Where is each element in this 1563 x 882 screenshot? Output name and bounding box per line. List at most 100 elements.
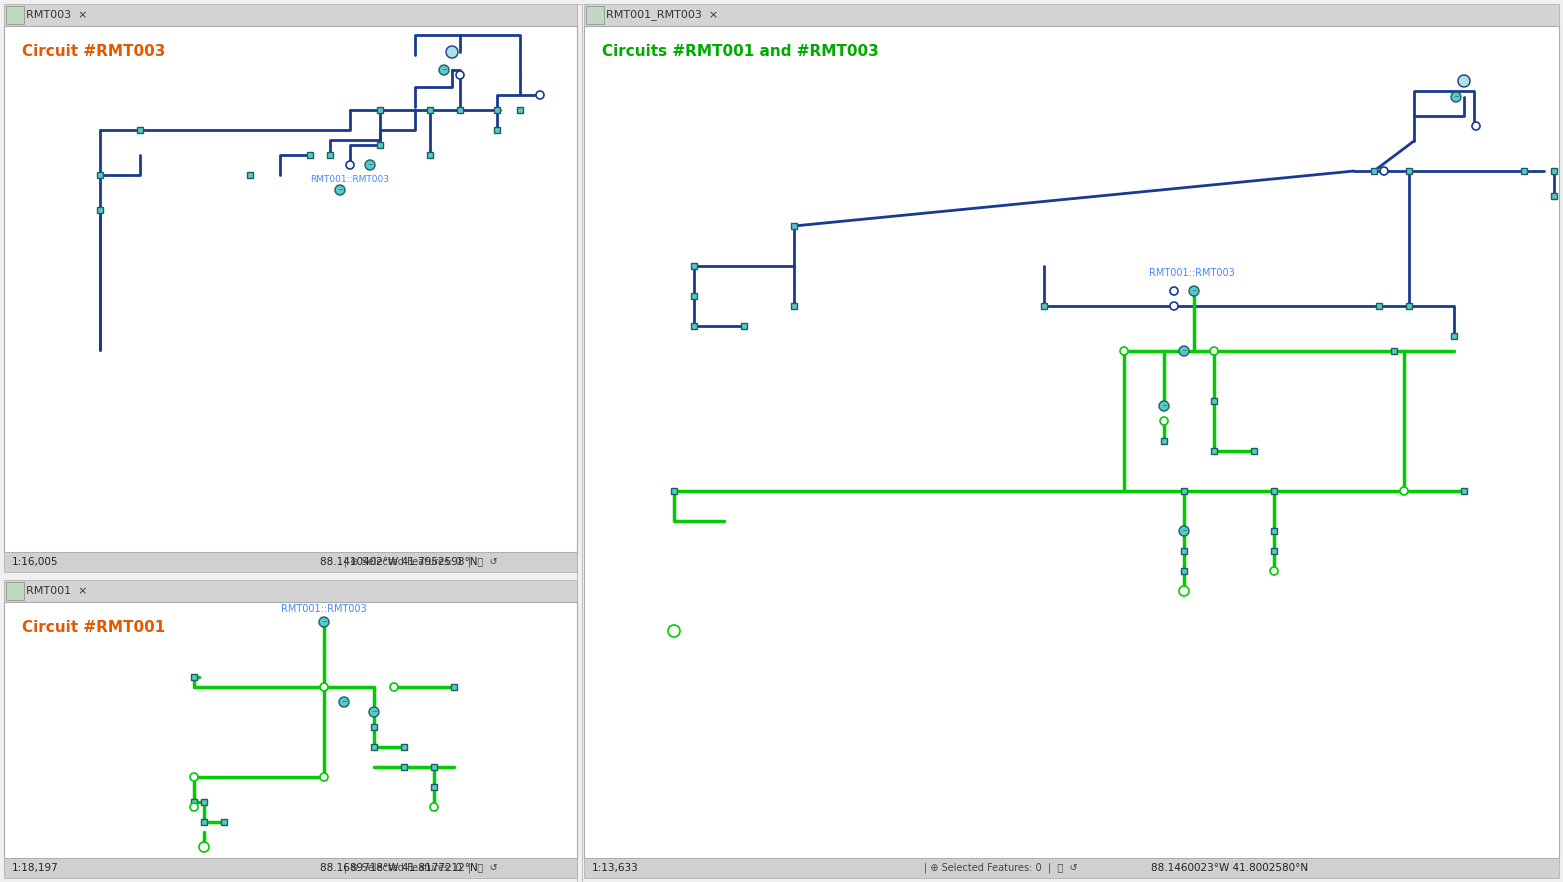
Bar xyxy=(1550,193,1557,199)
Text: 88.1410402°W 41.7952598°N: 88.1410402°W 41.7952598°N xyxy=(320,557,478,567)
Bar xyxy=(1271,488,1277,494)
Text: ~: ~ xyxy=(1454,94,1458,100)
Bar xyxy=(1521,168,1527,174)
Circle shape xyxy=(366,160,375,170)
Bar xyxy=(494,107,500,113)
Bar xyxy=(306,152,313,158)
Bar xyxy=(97,172,103,178)
Bar xyxy=(791,303,797,309)
Bar xyxy=(1211,398,1218,404)
Bar xyxy=(577,4,581,882)
Circle shape xyxy=(391,683,399,691)
Bar xyxy=(1461,488,1468,494)
Bar xyxy=(1182,488,1186,494)
Bar xyxy=(202,799,206,805)
Text: | ⊕ Selected Features: 0  |  ⏸  ↺: | ⊕ Selected Features: 0 | ⏸ ↺ xyxy=(924,863,1077,873)
Bar xyxy=(1182,548,1186,554)
Circle shape xyxy=(1271,567,1279,575)
Circle shape xyxy=(1210,347,1218,355)
Text: | ⊕ Selected Features: 0  |  ⏸  ↺: | ⊕ Selected Features: 0 | ⏸ ↺ xyxy=(344,557,497,567)
Bar xyxy=(517,107,524,113)
Bar xyxy=(5,858,577,878)
Bar xyxy=(671,488,677,494)
Bar xyxy=(191,674,197,680)
Text: RMT001_RMT003  ×: RMT001_RMT003 × xyxy=(606,10,719,20)
Bar xyxy=(431,784,438,790)
Circle shape xyxy=(445,46,458,58)
Text: 88.1460023°W 41.8002580°N: 88.1460023°W 41.8002580°N xyxy=(1150,863,1308,873)
Text: ~: ~ xyxy=(441,67,447,73)
Text: ~: ~ xyxy=(1182,348,1186,354)
Circle shape xyxy=(191,803,199,811)
Circle shape xyxy=(334,185,345,195)
Circle shape xyxy=(1160,401,1169,411)
Bar xyxy=(1550,168,1557,174)
Bar xyxy=(5,26,577,552)
Circle shape xyxy=(1380,167,1388,175)
Text: RMT001::RMT003: RMT001::RMT003 xyxy=(281,604,367,614)
Bar xyxy=(97,207,103,213)
Circle shape xyxy=(1472,122,1480,130)
Bar xyxy=(1041,303,1047,309)
Text: Circuit #RMT003: Circuit #RMT003 xyxy=(22,44,166,59)
Bar xyxy=(6,6,23,24)
Bar xyxy=(370,724,377,730)
Bar xyxy=(1450,333,1457,339)
Circle shape xyxy=(369,707,378,717)
Bar xyxy=(456,107,463,113)
Text: RMT001::RMT003: RMT001::RMT003 xyxy=(1149,268,1235,278)
Circle shape xyxy=(439,65,449,75)
Text: Circuit #RMT001: Circuit #RMT001 xyxy=(22,620,166,635)
Bar xyxy=(377,107,383,113)
Bar xyxy=(741,323,747,329)
Bar xyxy=(1375,303,1382,309)
Bar xyxy=(585,4,1558,26)
Bar xyxy=(6,582,23,600)
Circle shape xyxy=(320,683,328,691)
Text: 1:13,633: 1:13,633 xyxy=(592,863,639,873)
Text: ~: ~ xyxy=(370,709,377,715)
Circle shape xyxy=(320,773,328,781)
Bar xyxy=(1271,528,1277,534)
Circle shape xyxy=(191,773,199,781)
Bar xyxy=(5,602,577,858)
Circle shape xyxy=(319,617,328,627)
Bar xyxy=(1271,548,1277,554)
Bar xyxy=(691,263,697,269)
Bar xyxy=(494,127,500,133)
Circle shape xyxy=(430,803,438,811)
Bar xyxy=(220,819,227,825)
Bar xyxy=(585,26,1558,858)
Text: ~: ~ xyxy=(367,162,374,168)
Bar xyxy=(427,152,433,158)
Circle shape xyxy=(339,697,349,707)
Circle shape xyxy=(1179,586,1189,596)
Circle shape xyxy=(345,161,353,169)
Circle shape xyxy=(1400,487,1408,495)
Circle shape xyxy=(1179,346,1189,356)
Bar xyxy=(791,223,797,229)
Bar xyxy=(5,552,577,572)
Bar xyxy=(202,819,206,825)
Bar xyxy=(1391,348,1397,354)
Bar xyxy=(1161,438,1168,444)
Bar xyxy=(191,799,197,805)
Bar xyxy=(1407,168,1411,174)
Circle shape xyxy=(456,71,464,79)
Circle shape xyxy=(1458,75,1469,87)
Text: 1:18,197: 1:18,197 xyxy=(13,863,59,873)
Circle shape xyxy=(1171,287,1179,295)
Circle shape xyxy=(1121,347,1128,355)
Bar xyxy=(1250,448,1257,454)
Text: ~: ~ xyxy=(1191,288,1197,294)
Text: ~: ~ xyxy=(341,699,347,705)
Bar xyxy=(1211,448,1218,454)
Text: 1:16,005: 1:16,005 xyxy=(13,557,58,567)
Circle shape xyxy=(1171,302,1179,310)
Text: ~: ~ xyxy=(1182,528,1186,534)
Bar xyxy=(247,172,253,178)
Bar xyxy=(431,764,438,770)
Circle shape xyxy=(1179,526,1189,536)
Text: Circuits #RMT001 and #RMT003: Circuits #RMT001 and #RMT003 xyxy=(602,44,878,59)
Bar xyxy=(5,4,577,26)
